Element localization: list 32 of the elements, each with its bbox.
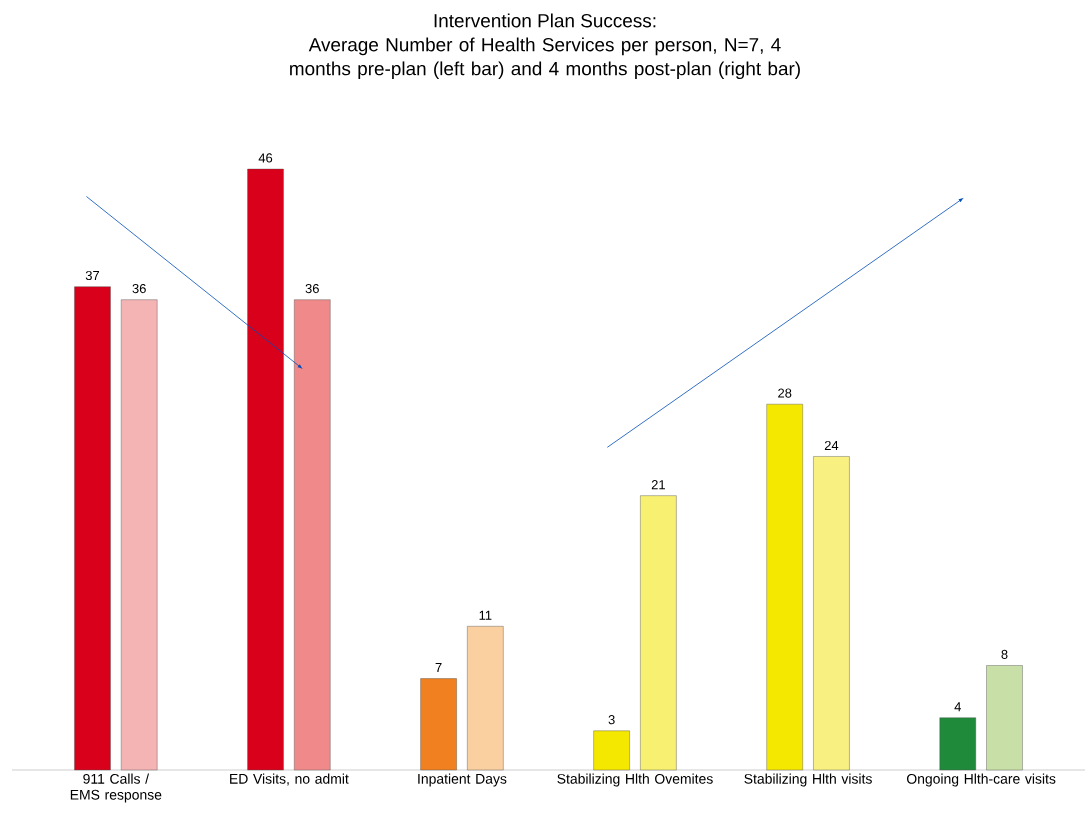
x-tick-label: ED Visits, no admit bbox=[230, 773, 349, 786]
data-label: 3 bbox=[608, 715, 615, 725]
x-tick-label: Stabilizing Hlth Ovemites bbox=[557, 773, 713, 787]
bar bbox=[294, 299, 331, 771]
data-label: 21 bbox=[651, 480, 665, 490]
bar bbox=[467, 626, 504, 771]
bar bbox=[813, 456, 850, 771]
chart-subtitle: Average Number of Health Services per person, N=7, 4 months pre-plan (left bar) and 4 months post-plan (right bar) bbox=[290, 37, 800, 80]
data-label: 46 bbox=[258, 153, 273, 163]
bar bbox=[640, 495, 677, 771]
bar bbox=[939, 717, 976, 771]
data-label: 28 bbox=[778, 388, 792, 398]
data-label: 8 bbox=[1001, 649, 1008, 659]
x-tick-label: Ongoing Hlth-care visits bbox=[906, 773, 1056, 787]
x-tick-label: 911 Calls / EMS response bbox=[70, 773, 162, 803]
chart-title: Intervention Plan Success: bbox=[434, 13, 656, 28]
bar bbox=[986, 665, 1023, 771]
data-label: 36 bbox=[305, 284, 319, 294]
bar bbox=[593, 730, 630, 771]
bar bbox=[247, 168, 284, 771]
bar bbox=[766, 404, 803, 771]
data-label: 7 bbox=[435, 663, 442, 673]
data-label: 11 bbox=[479, 610, 492, 620]
x-tick-label: Stabilizing Hlth visits bbox=[744, 773, 872, 787]
data-label: 4 bbox=[954, 702, 961, 712]
data-label: 24 bbox=[824, 440, 839, 450]
data-label: 37 bbox=[85, 270, 100, 281]
x-tick-label: Inpatient Days bbox=[418, 773, 507, 787]
bar bbox=[74, 286, 111, 771]
bar bbox=[420, 678, 457, 771]
bar bbox=[121, 299, 158, 771]
data-label: 36 bbox=[132, 284, 146, 294]
